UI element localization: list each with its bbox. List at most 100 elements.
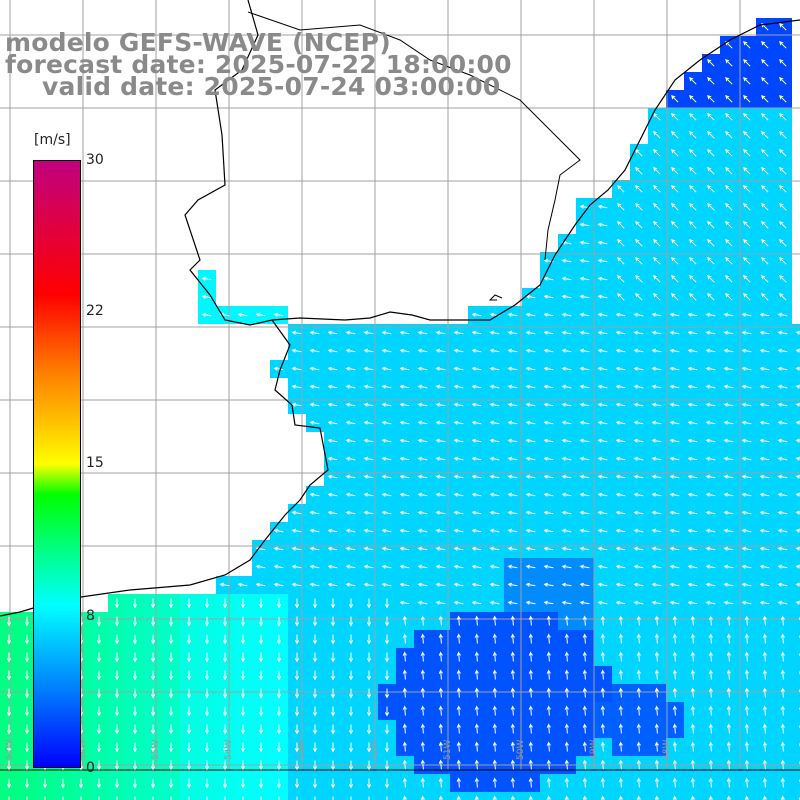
wind-arrow-icon bbox=[507, 510, 518, 515]
wind-arrow-icon bbox=[240, 634, 246, 645]
wind-arrow-icon bbox=[348, 688, 354, 699]
wind-arrow-icon bbox=[689, 77, 697, 85]
colorbar-unit: [m/s] bbox=[34, 132, 71, 148]
wind-arrow-icon bbox=[240, 616, 246, 627]
wind-arrow-icon bbox=[489, 492, 500, 497]
wind-arrow-icon bbox=[543, 600, 554, 605]
wind-arrow-icon bbox=[453, 456, 464, 461]
wind-arrow-icon bbox=[689, 131, 697, 139]
wind-cell bbox=[792, 666, 800, 684]
wind-cell bbox=[792, 324, 800, 342]
wind-arrow-icon bbox=[561, 492, 572, 497]
wind-arrow-icon bbox=[510, 723, 515, 734]
wind-arrow-icon bbox=[24, 688, 30, 699]
wind-arrow-icon bbox=[633, 420, 644, 425]
wind-arrow-icon bbox=[761, 221, 769, 229]
wind-arrow-icon bbox=[348, 706, 354, 717]
wind-arrow-icon bbox=[381, 384, 392, 389]
wind-arrow-icon bbox=[759, 582, 770, 587]
wind-arrow-icon bbox=[255, 312, 266, 317]
wind-arrow-icon bbox=[651, 402, 662, 407]
wind-arrow-icon bbox=[761, 113, 769, 121]
wind-arrow-icon bbox=[438, 651, 443, 662]
wind-arrow-icon bbox=[615, 474, 626, 479]
wind-arrow-icon bbox=[186, 598, 192, 609]
wind-arrow-icon bbox=[761, 257, 769, 265]
wind-arrow-icon bbox=[312, 688, 318, 699]
wind-arrow-icon bbox=[705, 330, 716, 335]
wind-arrow-icon bbox=[417, 600, 428, 605]
wind-arrow-icon bbox=[222, 670, 228, 681]
wind-cell bbox=[792, 648, 800, 666]
wind-arrow-icon bbox=[777, 402, 788, 407]
wind-arrow-icon bbox=[276, 742, 282, 753]
wind-arrow-icon bbox=[617, 257, 625, 265]
wind-arrow-icon bbox=[743, 239, 751, 247]
wind-arrow-icon bbox=[705, 564, 716, 569]
wind-arrow-icon bbox=[296, 796, 298, 800]
wind-arrow-icon bbox=[795, 546, 800, 551]
wind-arrow-icon bbox=[669, 474, 680, 479]
wind-arrow-icon bbox=[744, 795, 749, 800]
wind-arrow-icon bbox=[561, 438, 572, 443]
wind-arrow-icon bbox=[363, 546, 374, 551]
wind-arrow-icon bbox=[780, 615, 785, 626]
wind-arrow-icon bbox=[381, 456, 392, 461]
coastline bbox=[184, 0, 800, 326]
wind-arrow-icon bbox=[525, 348, 536, 353]
wind-arrow-icon bbox=[579, 384, 590, 389]
wind-arrow-icon bbox=[489, 402, 500, 407]
wind-arrow-icon bbox=[168, 616, 174, 627]
wind-arrow-icon bbox=[6, 724, 12, 735]
wind-arrow-icon bbox=[278, 796, 280, 800]
longitude-label: 48W bbox=[662, 740, 672, 760]
wind-arrow-icon bbox=[291, 582, 302, 587]
wind-arrow-icon bbox=[510, 669, 515, 680]
wind-arrow-icon bbox=[723, 564, 734, 569]
wind-arrow-icon bbox=[705, 546, 716, 551]
wind-arrow-icon bbox=[399, 330, 410, 335]
wind-arrow-icon bbox=[474, 687, 479, 698]
wind-arrow-icon bbox=[507, 546, 518, 551]
wind-arrow-icon bbox=[417, 438, 428, 443]
wind-arrow-icon bbox=[417, 420, 428, 425]
wind-arrow-icon bbox=[795, 528, 800, 533]
wind-arrow-icon bbox=[744, 759, 749, 770]
wind-arrow-icon bbox=[543, 312, 554, 317]
wind-arrow-icon bbox=[276, 688, 282, 699]
wind-arrow-icon bbox=[222, 652, 228, 663]
wind-arrow-icon bbox=[24, 706, 30, 717]
wind-arrow-icon bbox=[114, 778, 120, 789]
wind-arrow-icon bbox=[687, 312, 698, 317]
wind-arrow-icon bbox=[399, 492, 410, 497]
wind-arrow-icon bbox=[348, 634, 354, 645]
wind-arrow-icon bbox=[435, 366, 446, 371]
wind-arrow-icon bbox=[363, 456, 374, 461]
wind-cell bbox=[738, 792, 756, 800]
wind-arrow-icon bbox=[795, 564, 800, 569]
wind-arrow-icon bbox=[597, 294, 608, 299]
wind-arrow-icon bbox=[471, 438, 482, 443]
wind-arrow-icon bbox=[744, 741, 749, 752]
wind-arrow-icon bbox=[273, 312, 284, 317]
wind-cell bbox=[792, 774, 800, 792]
wind-arrow-icon bbox=[6, 778, 12, 789]
colorbar-tick-8: 8 bbox=[86, 608, 95, 624]
wind-arrow-icon bbox=[687, 456, 698, 461]
wind-arrow-icon bbox=[636, 759, 641, 770]
wind-arrow-icon bbox=[543, 546, 554, 551]
wind-arrow-icon bbox=[795, 330, 800, 335]
wind-cell bbox=[342, 792, 360, 800]
wind-arrow-icon bbox=[744, 651, 749, 662]
wind-arrow-icon bbox=[348, 778, 354, 789]
wind-arrow-icon bbox=[309, 582, 320, 587]
wind-cell bbox=[558, 792, 576, 800]
wind-arrow-icon bbox=[438, 615, 443, 626]
wind-arrow-icon bbox=[597, 492, 608, 497]
wind-arrow-icon bbox=[435, 600, 446, 605]
wind-arrow-icon bbox=[384, 706, 390, 717]
wind-arrow-icon bbox=[168, 634, 174, 645]
longitude-label: 50W bbox=[516, 740, 526, 760]
wind-arrow-icon bbox=[561, 582, 572, 587]
wind-arrow-icon bbox=[453, 330, 464, 335]
